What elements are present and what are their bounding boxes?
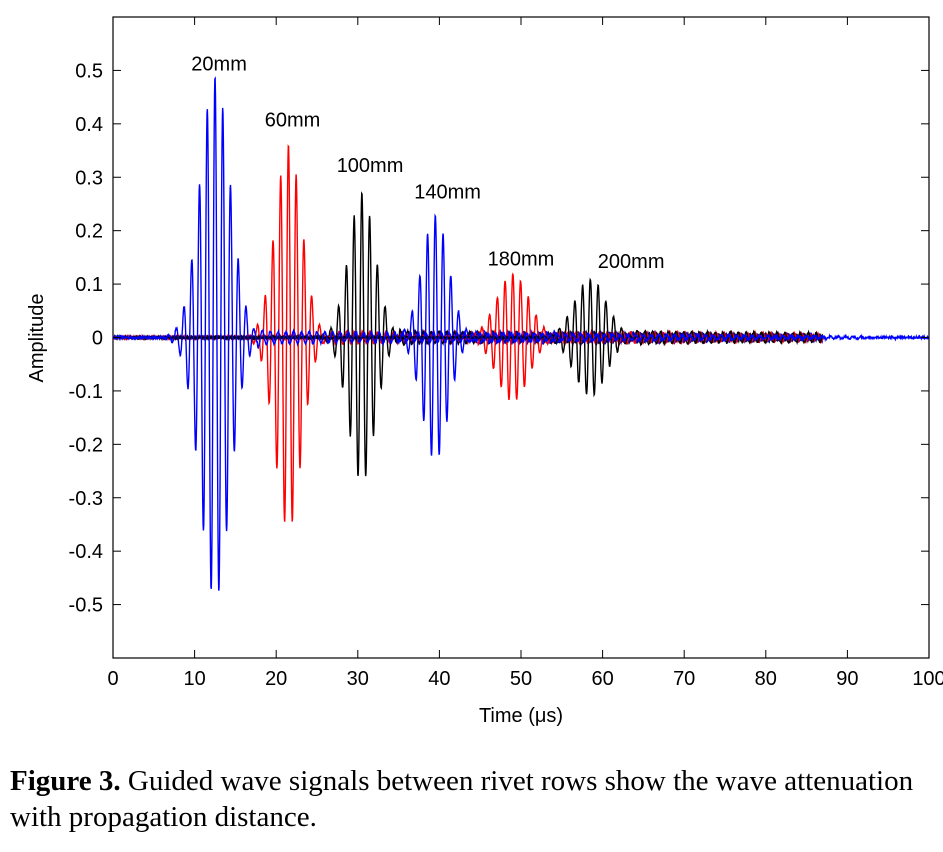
waveform-series xyxy=(112,76,930,591)
distance-annotation: 180mm xyxy=(488,248,555,270)
y-tick-label: 0 xyxy=(92,328,103,350)
x-tick-label: 60 xyxy=(591,668,613,690)
x-tick-label: 50 xyxy=(510,668,532,690)
x-tick-label: 40 xyxy=(428,668,450,690)
x-tick-label: 80 xyxy=(755,668,777,690)
annotation-layer: 20mm 60mm 100mm 140mm 180mm 200mm xyxy=(191,53,664,273)
series-layer xyxy=(112,76,930,591)
guided-wave-chart: 0 10 20 30 40 50 60 70 80 90 100 0.5 0.4 0.3 0.2 0.1 0 -0… xyxy=(26,16,943,727)
tick-layer: 0 10 20 30 40 50 60 70 80 90 100 0.5 0.4 0.3 0.2 0.1 0 -0… xyxy=(69,17,943,690)
waveform-series xyxy=(112,277,824,398)
distance-annotation: 200mm xyxy=(598,251,665,273)
y-tick-label: 0.4 xyxy=(75,114,103,136)
x-tick-label: 10 xyxy=(183,668,205,690)
distance-annotation: 140mm xyxy=(414,182,481,204)
distance-annotation: 20mm xyxy=(191,53,247,75)
x-axis-title: Time (μs) xyxy=(479,705,563,727)
y-tick-label: -0.2 xyxy=(69,434,103,456)
y-tick-label: 0.1 xyxy=(75,274,103,296)
y-axis-title: Amplitude xyxy=(26,294,48,383)
x-tick-label: 100 xyxy=(912,668,943,690)
x-tick-label: 30 xyxy=(347,668,369,690)
y-tick-label: -0.5 xyxy=(69,595,103,617)
x-tick-label: 70 xyxy=(673,668,695,690)
y-tick-label: -0.3 xyxy=(69,488,103,510)
y-tick-label: -0.4 xyxy=(69,541,103,563)
caption-label: Figure 3. xyxy=(10,765,121,797)
figure-caption: Figure 3. Guided wave signals between ri… xyxy=(10,763,935,835)
x-tick-label: 20 xyxy=(265,668,287,690)
distance-annotation: 60mm xyxy=(265,110,321,132)
x-tick-label: 90 xyxy=(836,668,858,690)
y-tick-label: 0.2 xyxy=(75,221,103,243)
x-tick-label: 0 xyxy=(107,668,118,690)
y-tick-label: -0.1 xyxy=(69,381,103,403)
y-tick-label: 0.3 xyxy=(75,167,103,189)
y-tick-label: 0.5 xyxy=(75,60,103,82)
caption-text: Guided wave signals between rivet rows s… xyxy=(10,765,914,833)
distance-annotation: 100mm xyxy=(337,155,404,177)
